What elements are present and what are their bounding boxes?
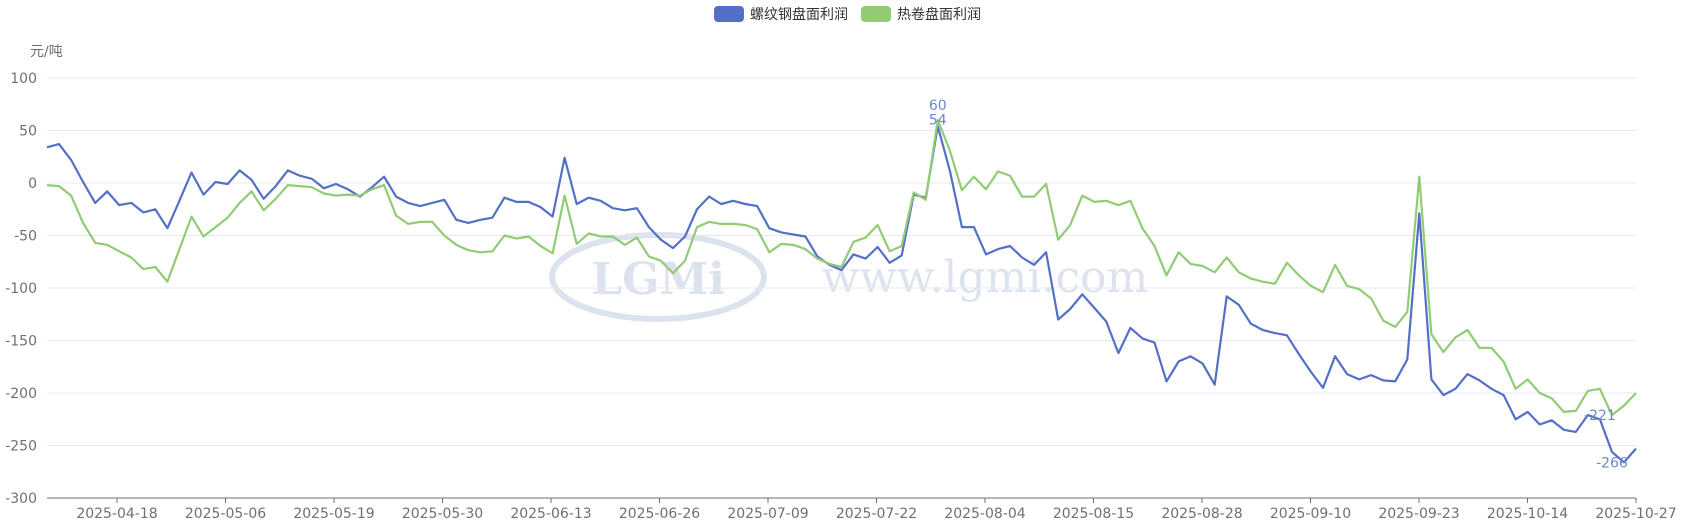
data-label: -221 <box>1584 408 1616 424</box>
legend: 螺纹钢盘面利润 热卷盘面利润 <box>714 6 981 23</box>
x-tick-label: 2025-06-26 <box>619 506 700 522</box>
y-tick-label: -250 <box>5 439 37 455</box>
watermark: LGMi www.lgmi.com <box>549 232 1149 322</box>
series-line-hot-coil <box>46 118 1637 417</box>
y-tick-label: -100 <box>5 281 37 297</box>
x-axis: 2025-04-18 2025-05-06 2025-05-19 2025-05-30… <box>47 497 1677 522</box>
x-tick-label: 2025-05-19 <box>293 506 374 522</box>
x-tick-label: 2025-09-10 <box>1270 506 1351 522</box>
x-tick-label: 2025-07-09 <box>727 506 808 522</box>
legend-label: 螺纹钢盘面利润 <box>750 6 848 23</box>
y-tick-label: 50 <box>19 124 37 140</box>
x-tick-label: 2025-10-27 <box>1595 506 1676 522</box>
legend-swatch <box>714 6 744 22</box>
y-axis-unit-label: 元/吨 <box>30 44 63 60</box>
y-tick-label: 0 <box>28 176 37 192</box>
series-line-rebar <box>46 125 1637 464</box>
y-tick-label: -300 <box>5 491 37 507</box>
y-tick-label: 100 <box>10 71 37 87</box>
watermark-logo-text: LGMi <box>591 254 725 305</box>
x-tick-label: 2025-08-04 <box>944 506 1025 522</box>
data-label: -266 <box>1596 455 1628 471</box>
x-tick-label: 2025-05-30 <box>402 506 483 522</box>
y-tick-label: -150 <box>5 334 37 350</box>
x-tick-label: 2025-08-28 <box>1161 506 1242 522</box>
x-tick-label: 2025-09-23 <box>1378 506 1459 522</box>
x-tick-label: 2025-05-06 <box>185 506 266 522</box>
y-axis: 100 50 0 -50 -100 -150 -200 -250 -300 <box>5 71 37 507</box>
legend-swatch <box>861 6 891 22</box>
watermark-url-text: www.lgmi.com <box>822 252 1149 303</box>
y-tick-label: -50 <box>14 229 37 245</box>
legend-label: 热卷盘面利润 <box>897 6 981 23</box>
grid <box>47 77 1636 499</box>
x-tick-label: 2025-07-22 <box>836 506 917 522</box>
data-label: 54 <box>929 112 947 128</box>
data-label: 60 <box>929 98 947 114</box>
x-tick-label: 2025-04-18 <box>76 506 157 522</box>
y-tick-label: -200 <box>5 386 37 402</box>
x-tick-label: 2025-06-13 <box>510 506 591 522</box>
series-group <box>46 118 1637 464</box>
x-tick-label: 2025-08-15 <box>1053 506 1134 522</box>
x-tick-label: 2025-10-14 <box>1487 506 1568 522</box>
